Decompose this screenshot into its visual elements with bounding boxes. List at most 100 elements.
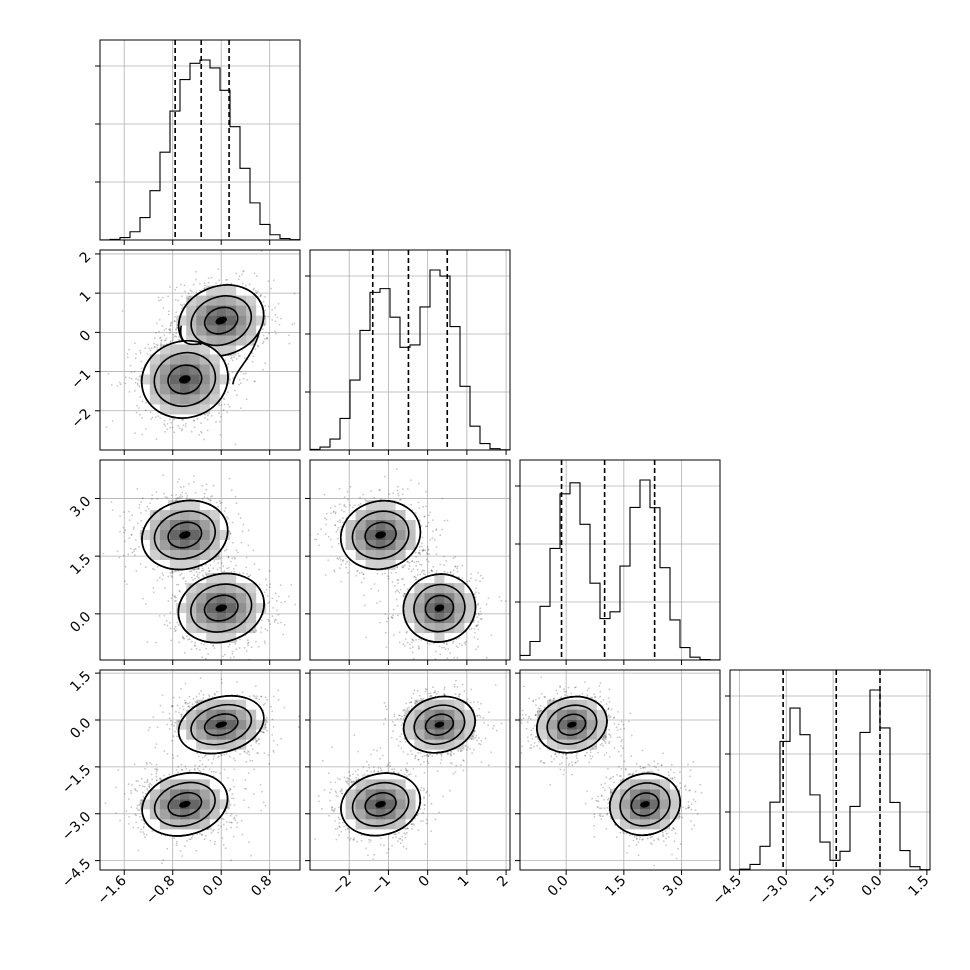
scatter-point xyxy=(340,580,343,583)
hist2d-cell xyxy=(169,354,180,365)
scatter-point xyxy=(260,250,263,252)
scatter-point xyxy=(222,665,224,667)
scatter-point xyxy=(147,343,149,346)
scatter-point xyxy=(397,494,400,497)
hist2d-cell xyxy=(159,344,170,355)
hist2d-cell xyxy=(179,404,190,415)
scatter-point xyxy=(161,325,164,327)
scatter-point xyxy=(184,583,187,585)
scatter-point xyxy=(416,569,419,571)
scatter-point xyxy=(219,557,222,560)
scatter-point xyxy=(152,511,155,514)
hist2d-cell xyxy=(226,285,237,296)
scatter-point xyxy=(205,647,208,650)
hist2d-cell xyxy=(236,295,247,306)
scatter-point xyxy=(242,572,245,574)
scatter-point xyxy=(238,275,241,278)
scatter-point xyxy=(245,284,247,287)
density-layer xyxy=(310,468,507,666)
scatter-point xyxy=(174,315,177,318)
scatter-point xyxy=(242,523,245,526)
scatter-point xyxy=(118,556,121,559)
scatter-point xyxy=(451,664,453,666)
scatter-point xyxy=(128,377,131,379)
scatter-point xyxy=(175,629,177,632)
scatter-point xyxy=(457,576,460,578)
hist2d-cell xyxy=(226,623,237,634)
scatter-point xyxy=(199,648,201,651)
scatter-point xyxy=(479,661,481,663)
scatter-point xyxy=(479,580,481,583)
scatter-point xyxy=(458,637,460,639)
scatter-point xyxy=(422,572,425,575)
scatter-point xyxy=(171,570,174,573)
scatter-point xyxy=(253,563,256,566)
scatter-point xyxy=(193,426,196,429)
scatter-point xyxy=(166,624,169,627)
contour-level-3 xyxy=(167,364,203,395)
hist2d-cell xyxy=(209,510,220,520)
scatter-point xyxy=(262,328,264,330)
scatter-point xyxy=(193,574,196,577)
scatter-point xyxy=(140,501,143,503)
scatter-point xyxy=(210,415,213,417)
hist2d-cell xyxy=(216,295,227,306)
scatter-point xyxy=(447,647,450,650)
scatter-point xyxy=(273,621,276,623)
scatter-point xyxy=(170,494,173,497)
scatter-point xyxy=(135,353,138,355)
histogram-step xyxy=(310,269,510,450)
hist2d-cell xyxy=(159,520,170,530)
scatter-point xyxy=(226,516,228,518)
scatter-point xyxy=(140,367,143,370)
scatter-point xyxy=(153,342,156,345)
hist2d-cell xyxy=(179,364,190,375)
scatter-point xyxy=(259,583,261,586)
scatter-point xyxy=(430,569,433,572)
scatter-point xyxy=(209,499,212,502)
scatter-point xyxy=(464,643,467,646)
scatter-point xyxy=(288,342,291,345)
scatter-point xyxy=(406,588,409,591)
scatter-point xyxy=(176,497,179,500)
scatter-point xyxy=(163,329,166,332)
scatter-point xyxy=(446,571,449,574)
scatter-point xyxy=(175,335,178,338)
scatter-point xyxy=(224,359,227,361)
scatter-point xyxy=(245,566,248,569)
scatter-point xyxy=(396,604,399,607)
scatter-point xyxy=(187,292,190,295)
scatter-point xyxy=(217,505,220,508)
scatter-point xyxy=(218,404,221,407)
hist2d-cell xyxy=(206,583,217,594)
scatter-point xyxy=(398,499,401,501)
scatter-point xyxy=(167,600,170,602)
hist2d-cell xyxy=(206,633,217,644)
scatter-point xyxy=(343,503,346,506)
scatter-point xyxy=(184,425,187,428)
scatter-point xyxy=(182,424,185,427)
scatter-point xyxy=(477,624,479,626)
scatter-point xyxy=(441,661,443,663)
scatter-point xyxy=(452,640,455,643)
hist2d-cell xyxy=(189,540,200,550)
hist2d-cell xyxy=(236,305,247,316)
scatter-point xyxy=(398,631,401,634)
hist2d-cell xyxy=(199,530,210,540)
hist2d-cell xyxy=(236,603,247,614)
scatter-point xyxy=(119,383,122,386)
scatter-point xyxy=(134,548,137,550)
hist2d-cell xyxy=(196,315,207,326)
scatter-point xyxy=(130,371,133,374)
scatter-point xyxy=(470,577,472,580)
hist2d-cell xyxy=(226,325,237,336)
scatter-point xyxy=(334,524,336,527)
scatter-point xyxy=(133,371,136,373)
scatter-point xyxy=(146,641,149,643)
hist2d-cell xyxy=(199,344,210,355)
scatter-point xyxy=(485,603,488,606)
hist2d-cell xyxy=(169,404,180,415)
hist2d-cell xyxy=(236,315,247,326)
scatter-point xyxy=(205,573,208,576)
scatter-point xyxy=(275,332,277,335)
